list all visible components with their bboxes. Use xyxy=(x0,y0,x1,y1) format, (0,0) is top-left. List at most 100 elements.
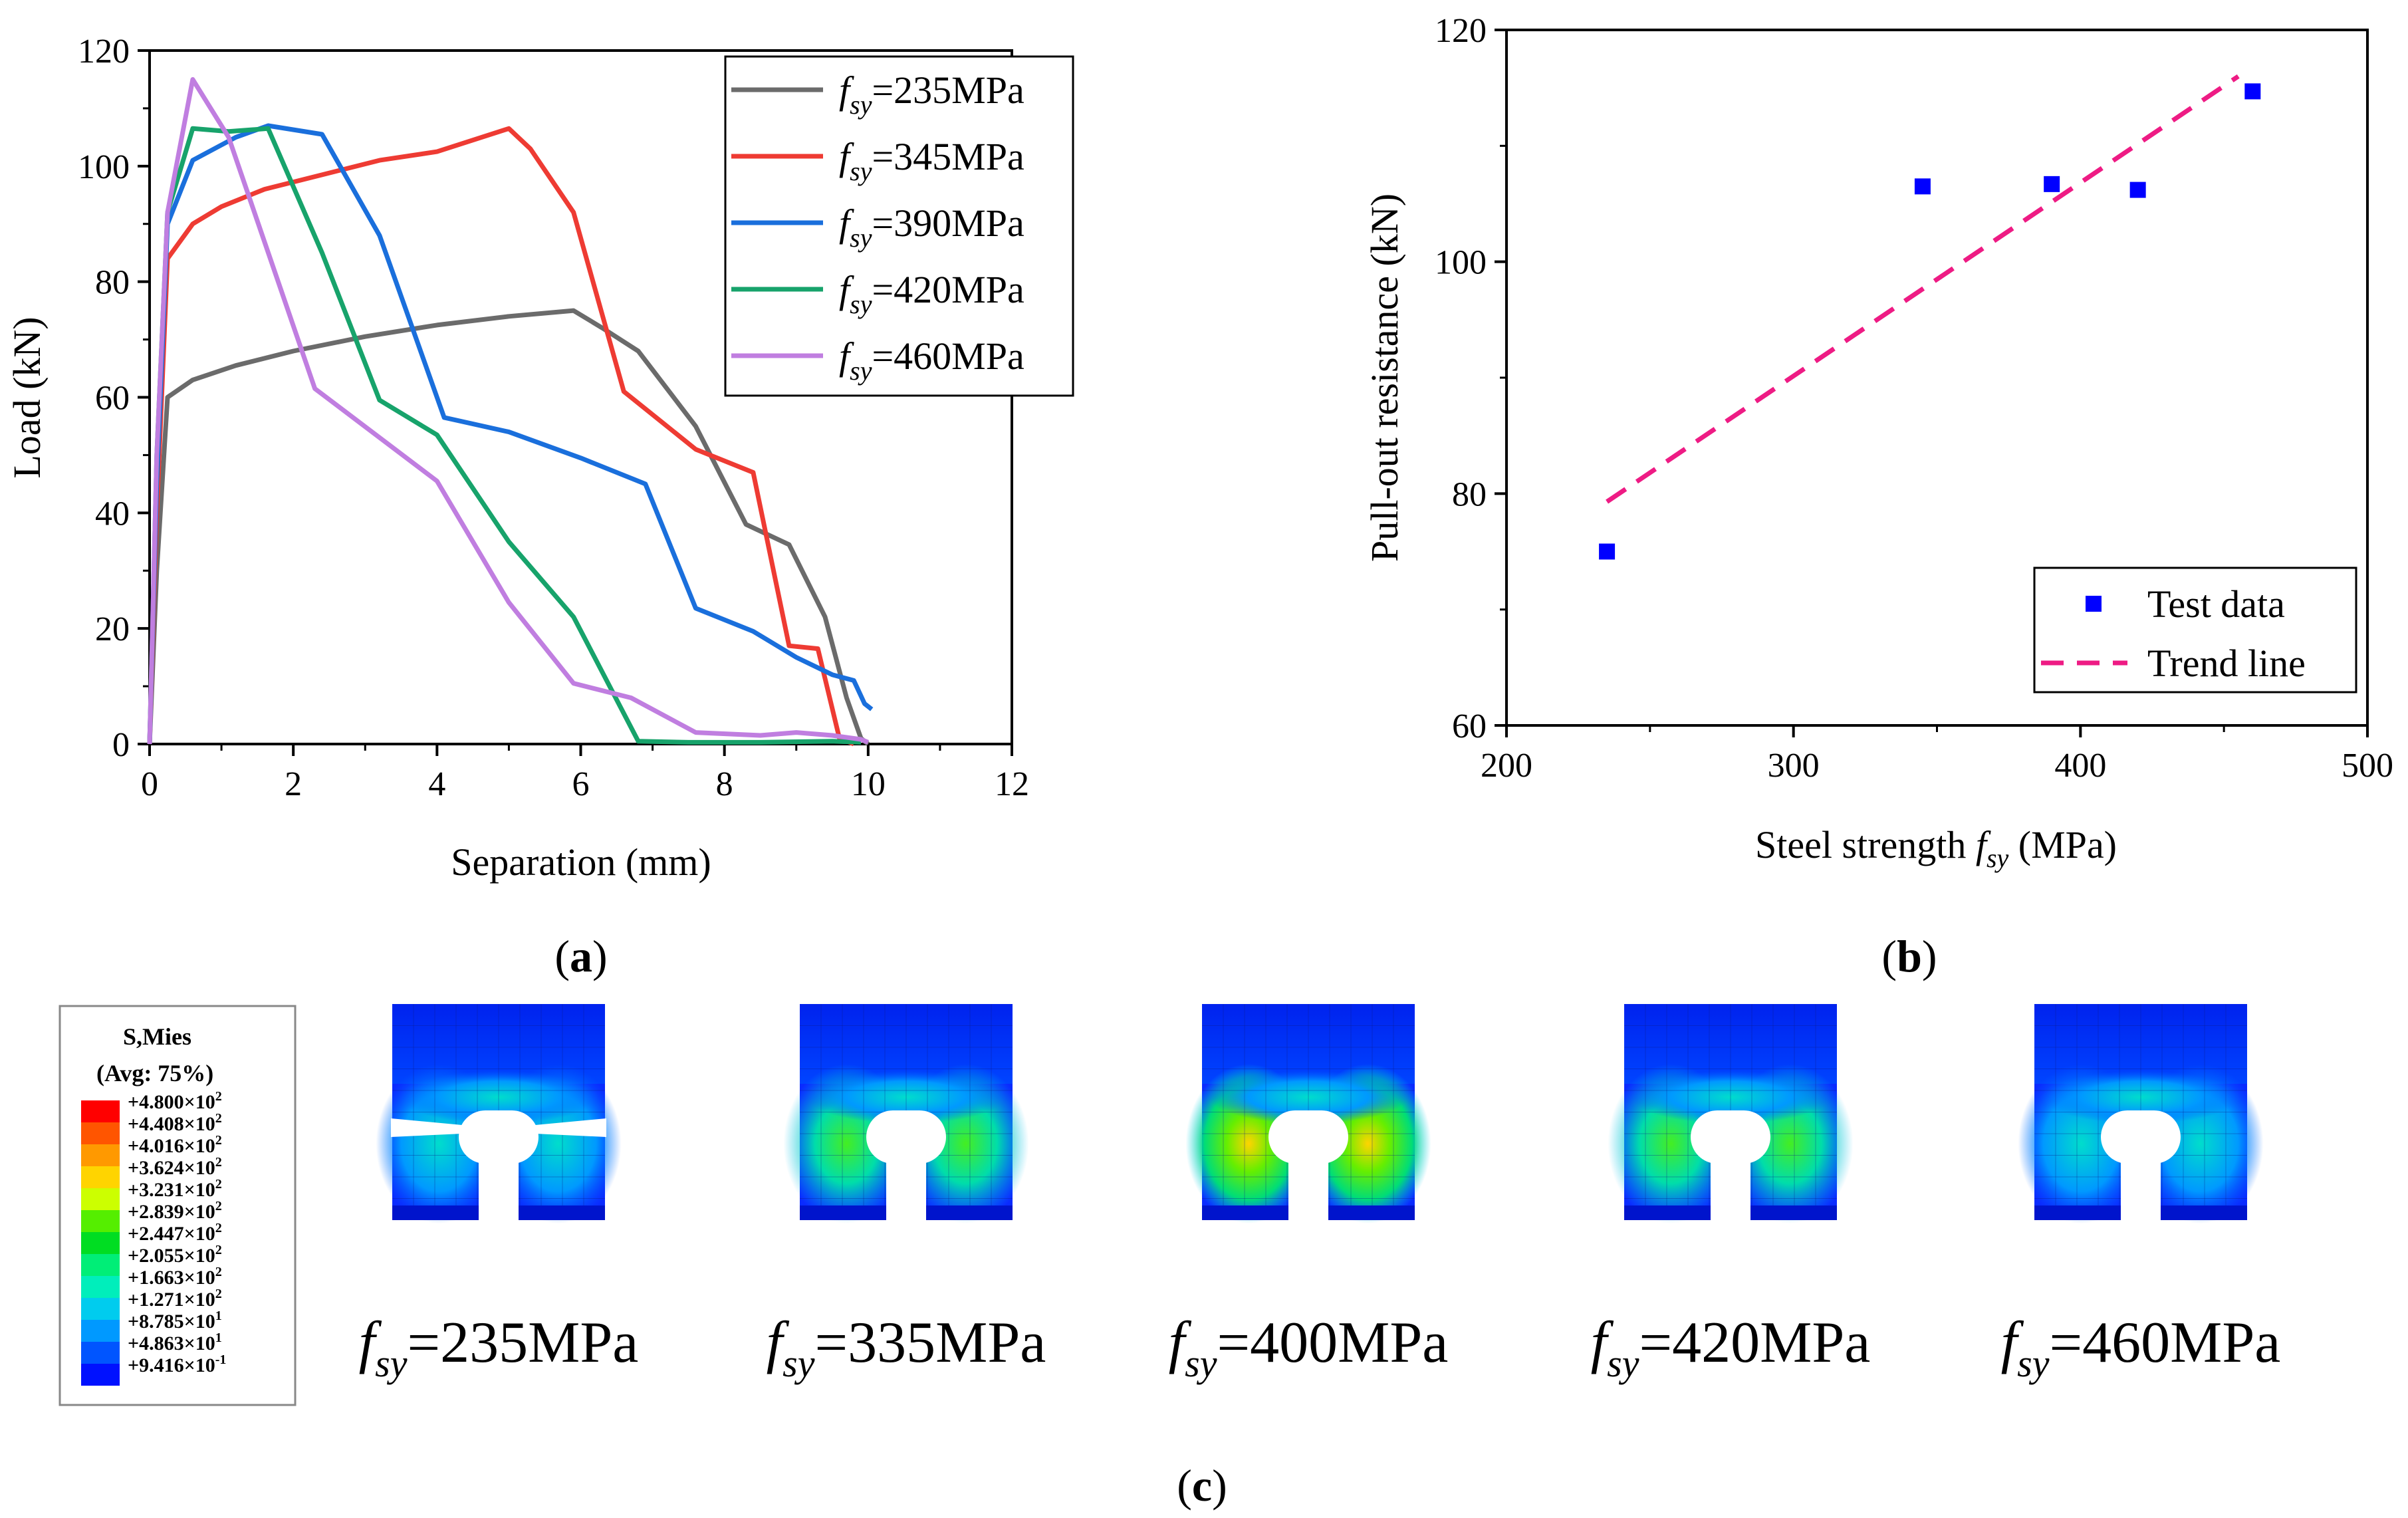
contour-legend-title: S,Mies xyxy=(123,1023,191,1050)
contour-legend-value: +4.863×101 xyxy=(128,1330,222,1354)
chart-b-y-axis-label: Pull-out resistance (kN) xyxy=(1363,193,1406,562)
contour-legend-value: +3.624×102 xyxy=(128,1155,222,1179)
contour-legend-swatch xyxy=(81,1210,120,1232)
stress-zone-upper xyxy=(2041,1071,2240,1124)
chart-a-y-tick-label: 120 xyxy=(78,33,130,70)
chart-b-y-ticks: 60 80 100 120 xyxy=(1435,12,1506,745)
chart-a-y-tick-label: 100 xyxy=(78,148,130,186)
chart-b-legend-label: Test data xyxy=(2147,582,2285,626)
contour-specimen xyxy=(2018,1004,2264,1223)
rib-hole-stem xyxy=(479,1154,519,1220)
contour-plot: fsy=460MPa xyxy=(2001,1004,2281,1385)
chart-a-y-axis-label: Load (kN) xyxy=(5,316,49,478)
contour-specimen xyxy=(783,1004,1029,1223)
rib-hole-stem xyxy=(1711,1154,1750,1220)
contour-plot-label: fsy=400MPa xyxy=(1169,1311,1449,1385)
contour-specimen xyxy=(376,1004,622,1223)
contour-legend-swatch xyxy=(81,1298,120,1320)
chart-b-x-tick-label: 400 xyxy=(2054,747,2106,785)
contour-legend-swatch xyxy=(81,1364,120,1386)
contour-specimen xyxy=(1185,1004,1431,1223)
chart-a-series-line-4 xyxy=(147,77,870,745)
chart-a-legend-label: fsy=390MPa xyxy=(839,201,1024,253)
chart-b-data-point xyxy=(1599,543,1616,560)
contour-plot-label: fsy=420MPa xyxy=(1591,1311,1871,1385)
contour-legend-value: +2.055×102 xyxy=(128,1243,222,1267)
chart-a-y-tick-label: 40 xyxy=(95,495,130,533)
chart-a-y-tick-label: 80 xyxy=(95,264,130,302)
contour-plot-label: fsy=335MPa xyxy=(767,1311,1046,1385)
chart-a-series-line-2 xyxy=(147,123,874,745)
contour-legend-swatch xyxy=(81,1320,120,1342)
chart-b-y-tick-label: 120 xyxy=(1435,12,1487,50)
contour-legend: S,Mies (Avg: 75%) +4.800×102+4.408×102+4… xyxy=(59,1005,297,1406)
chart-a-x-axis-label: Separation (mm) xyxy=(451,840,711,884)
contour-plot: fsy=420MPa xyxy=(1591,1004,1871,1385)
contour-legend-value: +4.016×102 xyxy=(128,1133,222,1157)
contour-legend-value: +8.785×101 xyxy=(128,1309,222,1332)
stress-zone-upper xyxy=(399,1071,598,1124)
chart-b-x-axis-label: Steel strength fsy (MPa) xyxy=(1755,823,2117,873)
stress-zone-upper xyxy=(1631,1071,1830,1124)
rib-hole-head xyxy=(1268,1110,1348,1164)
panel-label-a: (a) xyxy=(554,931,607,981)
chart-a-y-ticks: 0 20 40 60 80 100 120 xyxy=(78,33,150,764)
contour-specimen xyxy=(1608,1004,1854,1223)
rib-hole-head xyxy=(459,1110,539,1164)
chart-a-x-tick-label: 6 xyxy=(572,765,590,803)
contour-legend-value: +9.416×10-1 xyxy=(128,1352,226,1376)
chart-b-x-tick-label: 500 xyxy=(2342,747,2393,785)
contour-legend-swatch xyxy=(81,1188,120,1210)
chart-a-x-tick-label: 0 xyxy=(141,765,158,803)
chart-a: 0 2 4 6 8 10 12 0 20 40 60 80 100 120 Separation (mm… xyxy=(5,33,1074,981)
contour-legend-value: +2.447×102 xyxy=(128,1221,222,1245)
contour-legend-swatch xyxy=(81,1100,120,1122)
chart-a-y-tick-label: 60 xyxy=(95,380,130,418)
chart-b-y-tick-label: 100 xyxy=(1435,244,1487,282)
chart-b-x-tick-label: 300 xyxy=(1768,747,1820,785)
chart-a-series-line-0 xyxy=(147,308,870,746)
contour-legend-swatch xyxy=(81,1232,120,1254)
contour-legend-value: +4.800×102 xyxy=(128,1089,222,1113)
contour-plot-label: fsy=460MPa xyxy=(2001,1311,2281,1385)
rib-hole-stem xyxy=(886,1154,926,1220)
contour-plot: fsy=400MPa xyxy=(1169,1004,1449,1385)
panel-label-c: (c) xyxy=(1177,1460,1227,1511)
chart-b-data-point xyxy=(2129,182,2146,198)
contour-legend-swatch xyxy=(81,1254,120,1276)
chart-b-x-ticks: 200 300 400 500 xyxy=(1481,725,2393,785)
chart-a-x-ticks: 0 2 4 6 8 10 12 xyxy=(141,744,1029,803)
contour-legend-swatch xyxy=(81,1166,120,1188)
contour-legend-swatch xyxy=(81,1144,120,1166)
chart-a-legend-label: fsy=460MPa xyxy=(839,334,1024,386)
chart-b-data-point xyxy=(1914,178,1931,195)
chart-a-legend-label: fsy=235MPa xyxy=(839,68,1024,120)
chart-b-trend-line xyxy=(1606,74,2240,504)
chart-a-x-tick-label: 10 xyxy=(851,765,886,803)
crack-left xyxy=(391,1118,462,1137)
stress-zone-upper xyxy=(1209,1071,1408,1124)
contour-panel: S,Mies (Avg: 75%) +4.800×102+4.408×102+4… xyxy=(59,1004,2281,1511)
contour-legend-swatch xyxy=(81,1276,120,1298)
chart-a-series-line-3 xyxy=(147,126,862,745)
rib-hole-head xyxy=(866,1110,946,1164)
contour-legend-value: +4.408×102 xyxy=(128,1111,222,1135)
contour-legend-value: +3.231×102 xyxy=(128,1177,222,1201)
contour-plot: fsy=335MPa xyxy=(767,1004,1046,1385)
chart-b-legend-label: Trend line xyxy=(2147,642,2306,685)
contour-legend-swatch xyxy=(81,1122,120,1144)
chart-b-x-tick-label: 200 xyxy=(1481,747,1532,785)
chart-b-legend-marker xyxy=(2086,596,2102,612)
crack-right xyxy=(535,1118,606,1137)
rib-hole-head xyxy=(1691,1110,1770,1164)
rib-hole-head xyxy=(2101,1110,2181,1164)
chart-b-series xyxy=(1599,74,2261,560)
chart-b-legend: Test data Trend line xyxy=(2033,567,2357,694)
chart-b-y-tick-label: 60 xyxy=(1452,707,1487,745)
chart-b-legend-box xyxy=(2033,567,2357,694)
contour-legend-value: +1.663×102 xyxy=(128,1265,222,1289)
rib-hole-stem xyxy=(1288,1154,1328,1220)
chart-a-series-line-1 xyxy=(147,126,855,747)
chart-a-y-tick-label: 20 xyxy=(95,610,130,648)
